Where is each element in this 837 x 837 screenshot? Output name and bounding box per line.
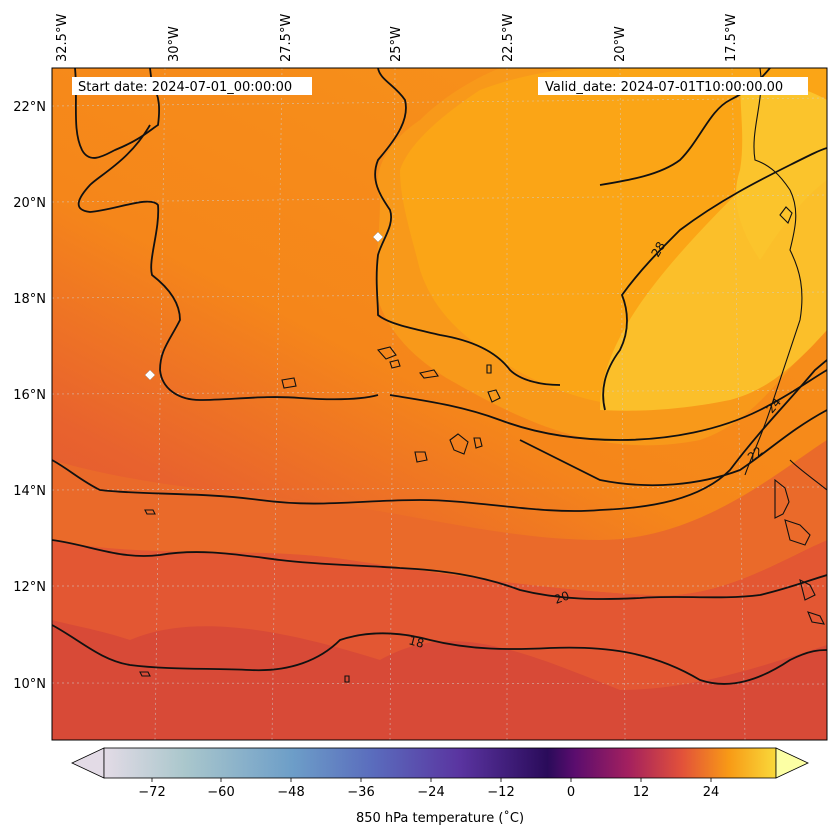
lon-label: 27.5°W [279,14,294,62]
lat-label: 22°N [13,100,46,115]
valid-date-box [538,77,808,95]
lon-label: 30°W [167,26,182,62]
lat-label: 14°N [13,484,46,499]
colorbar-gradient [103,747,777,779]
station-marker [372,231,384,243]
latitude-labels: 22°N 20°N 18°N 16°N 14°N 12°N 10°N [13,100,46,692]
lat-label: 10°N [13,677,46,692]
longitude-labels: 32.5°W 30°W 27.5°W 25°W 22.5°W 20°W 17.5… [55,14,739,62]
contour-line-20 [52,539,827,600]
colorbar: −72 −60 −48 −36 −24 −12 0 12 24 850 hPa … [71,747,809,826]
contour-line [374,68,561,386]
contour-label-20: 20 [552,588,571,606]
africa-coastline [744,68,803,476]
island-outline [281,377,297,389]
island-outline [139,671,151,677]
contour-line-24 [52,359,827,512]
colorbar-tick: 12 [633,785,650,800]
lon-label: 20°W [613,26,628,62]
island-outline [414,451,428,463]
contour-line [389,369,827,441]
coast-detail [807,611,825,625]
island-outline [419,369,439,379]
coast-detail [799,578,816,601]
colorbar-tick: 0 [567,785,575,800]
lon-label: 25°W [389,26,404,62]
coastlines [139,68,827,683]
colorbar-tick: −48 [277,785,304,800]
island-outline [487,389,501,403]
contour-label-28: 28 [648,239,668,259]
island-outline [144,509,156,515]
coast-detail [789,459,827,491]
island-outline [376,346,397,360]
colorbar-extend-high [775,747,809,779]
lon-label: 32.5°W [55,14,70,62]
lat-label: 16°N [13,388,46,403]
valid-date-label: Valid_date: 2024-07-01T10:00:00.00 [545,80,783,95]
colorbar-tick: −60 [207,785,234,800]
island-outline [486,364,492,374]
lat-label: 18°N [13,292,46,307]
start-date-label: Start date: 2024-07-01_00:00:00 [78,80,292,95]
contour-label-18: 18 [407,633,425,650]
lon-label: 17.5°W [724,14,739,62]
contour-line [77,124,379,401]
contour-line-28 [602,147,827,411]
island-outline [473,437,483,449]
lat-label: 20°N [13,196,46,211]
colorbar-tick: −36 [347,785,374,800]
island-outline [779,206,793,224]
island-outline [344,675,350,683]
lon-label: 22.5°W [501,14,516,62]
colorbar-tick: −24 [417,785,444,800]
lat-label: 12°N [13,580,46,595]
temperature-band-midlow [52,540,827,690]
island-outline [449,433,469,455]
contour-line-22 [519,409,827,487]
island-outline [389,359,401,369]
map-panel: 28 24 22 20 18 [52,68,827,740]
colorbar-tick: −72 [138,785,165,800]
temperature-band-low [52,620,827,740]
contour-line [74,68,160,159]
coast-detail [774,478,790,519]
contour-line-18 [52,624,827,685]
map-frame [51,67,828,741]
graticule [52,68,827,740]
temperature-band-mid [52,440,827,596]
colorbar-extend-low [71,747,105,779]
start-date-box [72,77,312,95]
colorbar-label: 850 hPa temperature (˚C) [356,810,524,826]
colorbar-tick: 24 [703,785,720,800]
temperature-contours [52,68,827,685]
coast-detail [784,519,811,546]
station-marker [144,369,156,381]
colorbar-tick: −12 [487,785,514,800]
